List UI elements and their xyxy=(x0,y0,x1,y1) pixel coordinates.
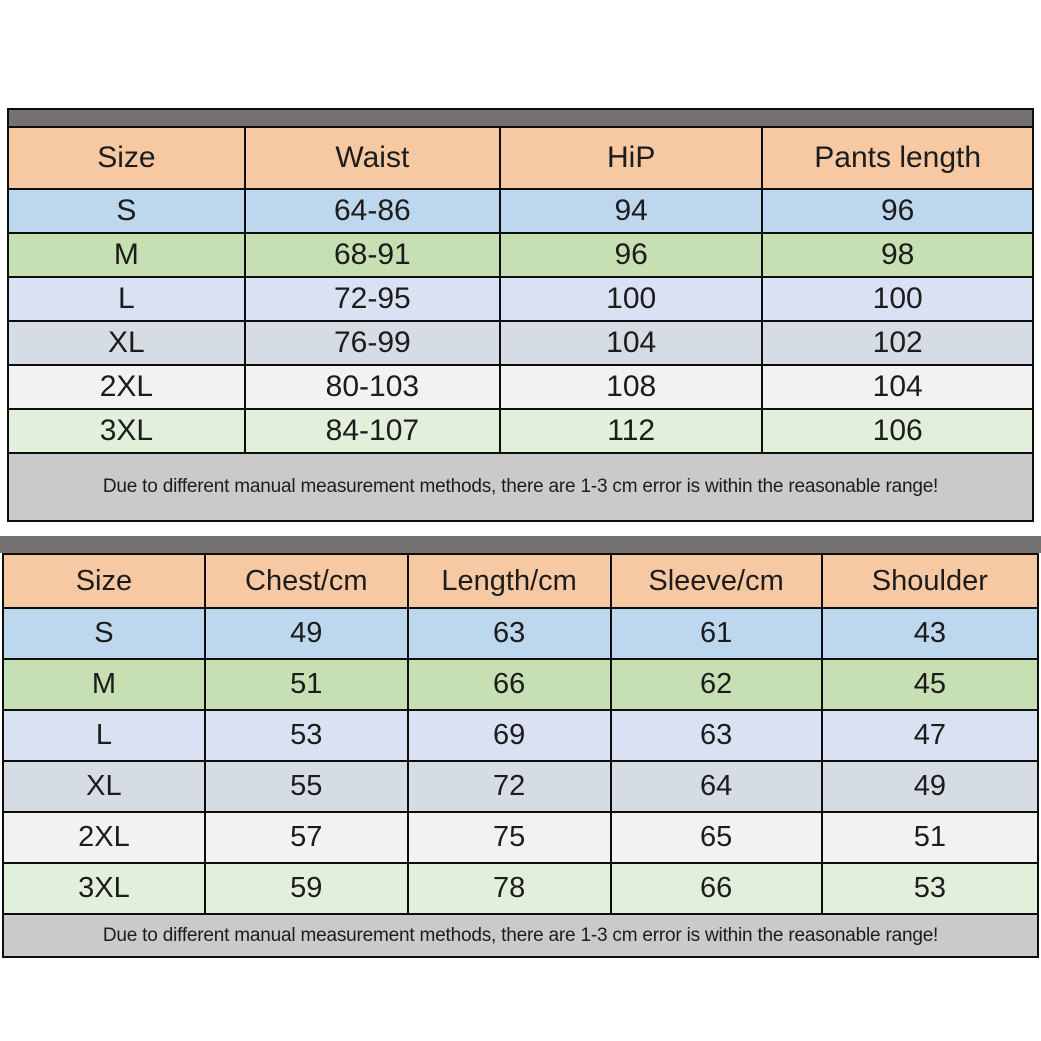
cell-shoulder: 51 xyxy=(820,811,1040,864)
cell-size: S xyxy=(7,188,246,234)
cell-sleeve: 66 xyxy=(609,862,823,915)
cell-size: 3XL xyxy=(2,862,206,915)
cell-size: L xyxy=(2,709,206,762)
cell-shoulder: 53 xyxy=(820,862,1040,915)
cell-length: 66 xyxy=(406,658,612,711)
cell-pants-length: 100 xyxy=(761,276,1034,322)
table-row-2xl: 2XL 80-103 108 104 xyxy=(7,364,1034,410)
column-header-chest: Chest/cm xyxy=(203,553,409,609)
divider-band xyxy=(0,536,1041,553)
cell-size: M xyxy=(2,658,206,711)
cell-chest: 55 xyxy=(203,760,409,813)
cell-size: XL xyxy=(7,320,246,366)
cell-hip: 94 xyxy=(498,188,764,234)
cell-hip: 112 xyxy=(498,408,764,454)
cell-waist: 84-107 xyxy=(243,408,501,454)
table-row-m: M 51 66 62 45 xyxy=(2,658,1040,711)
cell-length: 69 xyxy=(406,709,612,762)
column-header-length: Length/cm xyxy=(406,553,612,609)
note-row: Due to different manual measurement meth… xyxy=(2,913,1039,958)
column-header-sleeve: Sleeve/cm xyxy=(609,553,823,609)
column-header-waist: Waist xyxy=(243,126,501,190)
cell-waist: 80-103 xyxy=(243,364,501,410)
cell-shoulder: 45 xyxy=(820,658,1040,711)
cell-size: XL xyxy=(2,760,206,813)
table-row-3xl: 3XL 59 78 66 53 xyxy=(2,862,1040,915)
cell-chest: 53 xyxy=(203,709,409,762)
table-row-m: M 68-91 96 98 xyxy=(7,232,1034,278)
cell-pants-length: 98 xyxy=(761,232,1034,278)
cell-waist: 64-86 xyxy=(243,188,501,234)
cell-sleeve: 61 xyxy=(609,607,823,660)
cell-pants-length: 106 xyxy=(761,408,1034,454)
cell-sleeve: 63 xyxy=(609,709,823,762)
cell-waist: 72-95 xyxy=(243,276,501,322)
cell-length: 63 xyxy=(406,607,612,660)
table-row-s: S 49 63 61 43 xyxy=(2,607,1040,660)
cell-sleeve: 62 xyxy=(609,658,823,711)
cell-waist: 68-91 xyxy=(243,232,501,278)
cell-chest: 51 xyxy=(203,658,409,711)
cell-length: 72 xyxy=(406,760,612,813)
cell-waist: 76-99 xyxy=(243,320,501,366)
measurement-note: Due to different manual measurement meth… xyxy=(7,452,1034,522)
cell-sleeve: 65 xyxy=(609,811,823,864)
divider-band xyxy=(7,108,1034,128)
column-header-hip: HiP xyxy=(498,126,764,190)
table-row-3xl: 3XL 84-107 112 106 xyxy=(7,408,1034,454)
cell-shoulder: 49 xyxy=(820,760,1040,813)
table-row-2xl: 2XL 57 75 65 51 xyxy=(2,811,1040,864)
cell-pants-length: 102 xyxy=(761,320,1034,366)
cell-length: 75 xyxy=(406,811,612,864)
cell-hip: 96 xyxy=(498,232,764,278)
table-row-l: L 53 69 63 47 xyxy=(2,709,1040,762)
cell-length: 78 xyxy=(406,862,612,915)
column-header-shoulder: Shoulder xyxy=(820,553,1040,609)
note-row: Due to different manual measurement meth… xyxy=(7,452,1034,522)
cell-pants-length: 96 xyxy=(761,188,1034,234)
header-row: Size Waist HiP Pants length xyxy=(7,126,1034,190)
measurement-note: Due to different manual measurement meth… xyxy=(2,913,1039,958)
column-header-pants-length: Pants length xyxy=(761,126,1034,190)
cell-chest: 49 xyxy=(203,607,409,660)
table-row-l: L 72-95 100 100 xyxy=(7,276,1034,322)
cell-hip: 100 xyxy=(498,276,764,322)
cell-chest: 57 xyxy=(203,811,409,864)
pants-size-table: Size Waist HiP Pants length S 64-86 94 9… xyxy=(7,108,1034,522)
column-header-size: Size xyxy=(7,126,246,190)
cell-hip: 104 xyxy=(498,320,764,366)
table-row-xl: XL 55 72 64 49 xyxy=(2,760,1040,813)
top-size-table: Size Chest/cm Length/cm Sleeve/cm Should… xyxy=(2,553,1040,958)
top-divider-band xyxy=(7,108,1034,128)
column-header-size: Size xyxy=(2,553,206,609)
cell-shoulder: 43 xyxy=(820,607,1040,660)
cell-size: L xyxy=(7,276,246,322)
header-row: Size Chest/cm Length/cm Sleeve/cm Should… xyxy=(2,553,1040,609)
cell-size: 2XL xyxy=(2,811,206,864)
cell-shoulder: 47 xyxy=(820,709,1040,762)
cell-size: M xyxy=(7,232,246,278)
table-row-xl: XL 76-99 104 102 xyxy=(7,320,1034,366)
cell-hip: 108 xyxy=(498,364,764,410)
cell-pants-length: 104 xyxy=(761,364,1034,410)
cell-size: S xyxy=(2,607,206,660)
cell-size: 3XL xyxy=(7,408,246,454)
table-row-s: S 64-86 94 96 xyxy=(7,188,1034,234)
cell-sleeve: 64 xyxy=(609,760,823,813)
cell-chest: 59 xyxy=(203,862,409,915)
cell-size: 2XL xyxy=(7,364,246,410)
